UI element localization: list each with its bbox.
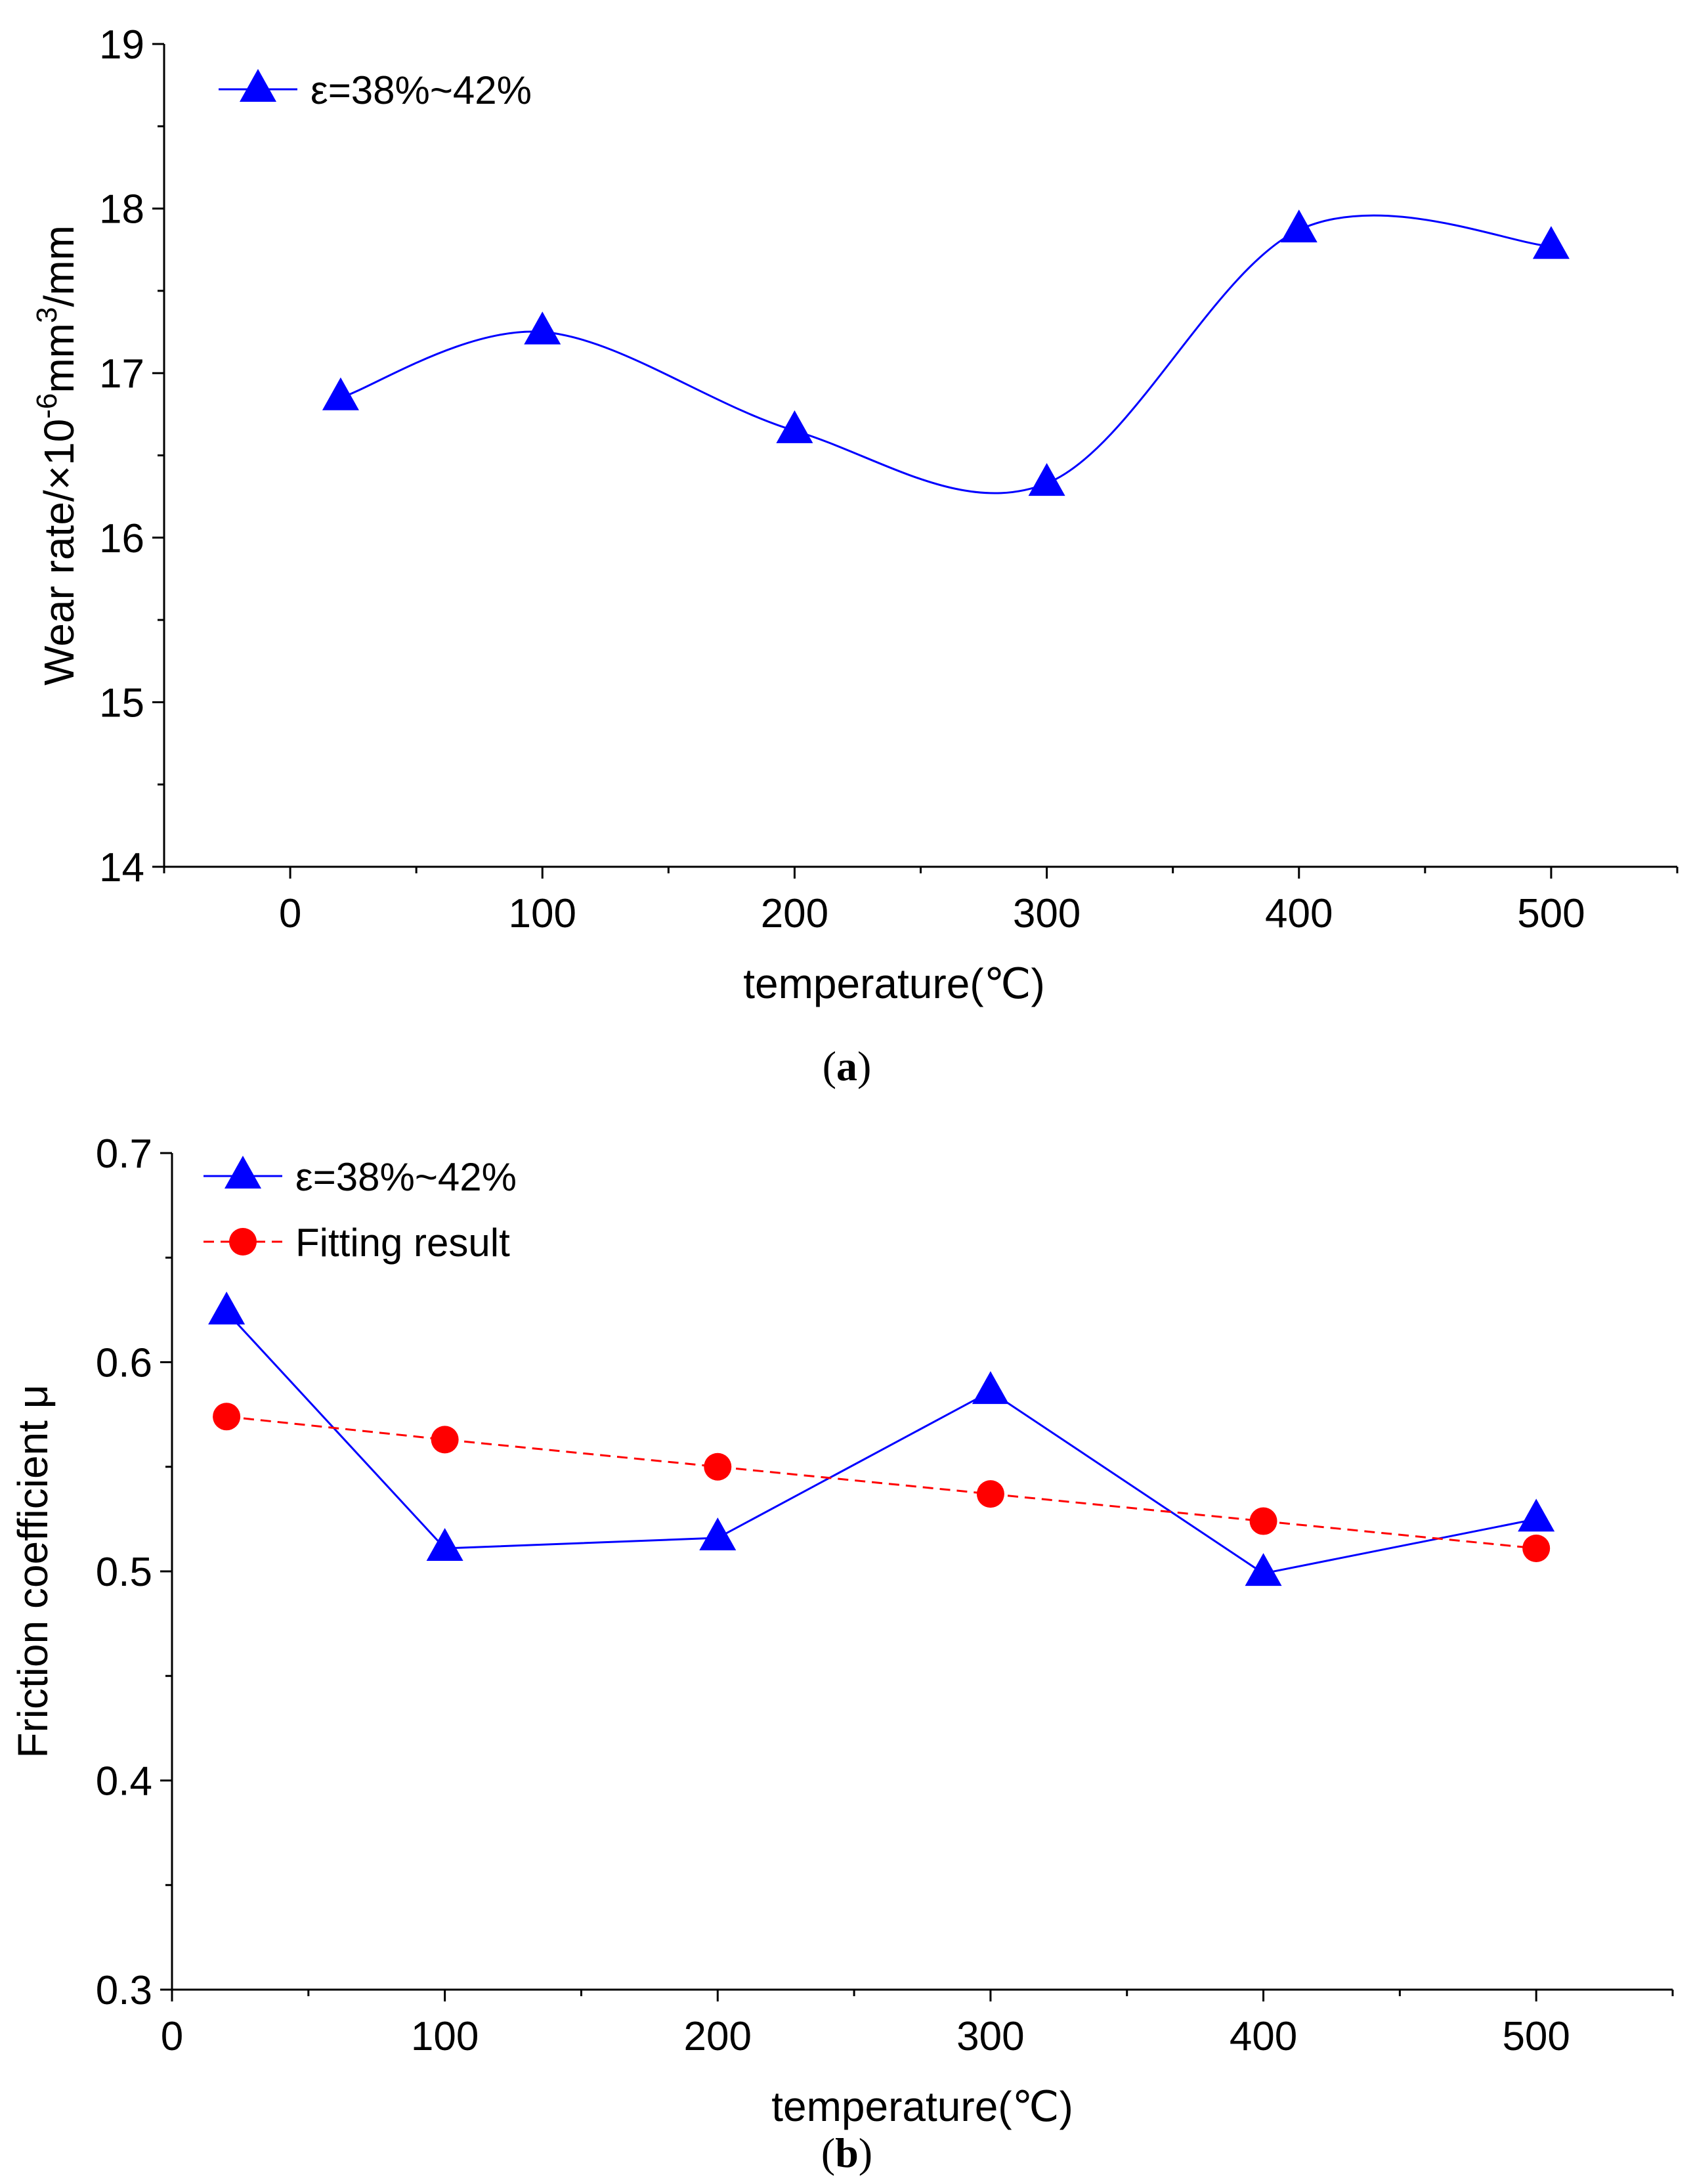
legend-marker-circle: [229, 1228, 257, 1256]
y-tick-label: 15: [99, 680, 144, 726]
caption-close: ): [857, 1043, 871, 1089]
legend-marker-triangle: [225, 1156, 261, 1189]
x-tick-label: 400: [1265, 891, 1333, 936]
y-axis-title-exp1: -6: [31, 393, 63, 419]
y-tick-label: 0.4: [96, 1759, 152, 1804]
y-tick-label: 0.7: [96, 1131, 152, 1177]
data-point-triangle: [776, 410, 813, 443]
data-point-triangle: [322, 377, 359, 410]
figure-caption: (b): [821, 2129, 872, 2176]
y-axis-title-mid: mm: [35, 323, 83, 393]
caption-letter: a: [836, 1043, 857, 1089]
data-point-triangle: [1532, 226, 1570, 259]
data-point-triangle: [426, 1527, 463, 1561]
x-tick-label: 0: [161, 2014, 183, 2059]
legend-label-1: Fitting result: [295, 1221, 510, 1265]
y-tick-label: 19: [99, 22, 144, 68]
legend-label-0: ε=38%~42%: [295, 1155, 517, 1199]
data-point-circle: [704, 1452, 732, 1481]
chart-a: 0 100 200 300 400 500 14 15 16 17 18 19 temperature(…: [31, 22, 1679, 1089]
data-point-triangle: [1280, 209, 1318, 243]
chart-b: 0 100 200 300 400 500 0.3 0.4 0.5 0.6 0.7 temperatu…: [9, 1131, 1674, 2176]
series-line-0: [226, 1311, 1537, 1575]
caption-open: (: [823, 1043, 836, 1089]
y-axis-title-exp2: 3: [31, 307, 63, 323]
x-tick-label: 500: [1502, 2014, 1570, 2059]
x-tick-label: 0: [279, 891, 301, 936]
caption-close: ): [859, 2129, 872, 2176]
x-tick-label: 100: [509, 891, 576, 936]
data-point-circle: [1522, 1534, 1551, 1562]
data-point-circle: [976, 1480, 1004, 1508]
x-tick-label: 400: [1230, 2014, 1297, 2059]
data-point-triangle: [972, 1371, 1009, 1405]
x-tick-label: 300: [1013, 891, 1081, 936]
caption-open: (: [821, 2129, 835, 2176]
x-tick-label: 500: [1517, 891, 1585, 936]
data-point-triangle: [208, 1292, 246, 1325]
y-tick-label: 0.6: [96, 1341, 152, 1386]
data-point-triangle: [524, 311, 561, 345]
y-tick-label: 18: [99, 187, 144, 232]
x-axis-title: temperature(℃): [743, 960, 1045, 1007]
x-tick-label: 100: [411, 2014, 479, 2059]
legend-marker-triangle: [240, 69, 276, 102]
y-axis-title: Wear rate/×10-6mm3/mm: [31, 225, 83, 686]
y-axis-title-base: Wear rate/×10: [35, 419, 83, 686]
data-point-circle: [213, 1403, 241, 1431]
data-point-triangle: [1518, 1498, 1555, 1532]
data-point-triangle: [1028, 463, 1065, 496]
x-axis-title: temperature(℃): [771, 2083, 1073, 2130]
y-tick-label: 17: [99, 351, 144, 397]
y-tick-label: 14: [99, 845, 144, 890]
x-tick-label: 200: [761, 891, 828, 936]
y-tick-label: 0.3: [96, 1968, 152, 2013]
data-point-circle: [1249, 1507, 1277, 1535]
data-point-triangle: [699, 1518, 737, 1551]
figure-caption: (a): [823, 1043, 872, 1089]
x-tick-label: 300: [956, 2014, 1024, 2059]
y-tick-label: 0.5: [96, 1550, 152, 1595]
y-tick-label: 16: [99, 516, 144, 561]
y-axis-title: Friction coefficient μ: [9, 1384, 56, 1758]
y-axis-title-end: /mm: [35, 225, 83, 307]
data-point-triangle: [1245, 1553, 1282, 1586]
x-tick-label: 200: [684, 2014, 752, 2059]
legend-label-0: ε=38%~42%: [311, 68, 532, 112]
data-point-circle: [431, 1426, 459, 1454]
caption-letter: b: [835, 2129, 859, 2176]
